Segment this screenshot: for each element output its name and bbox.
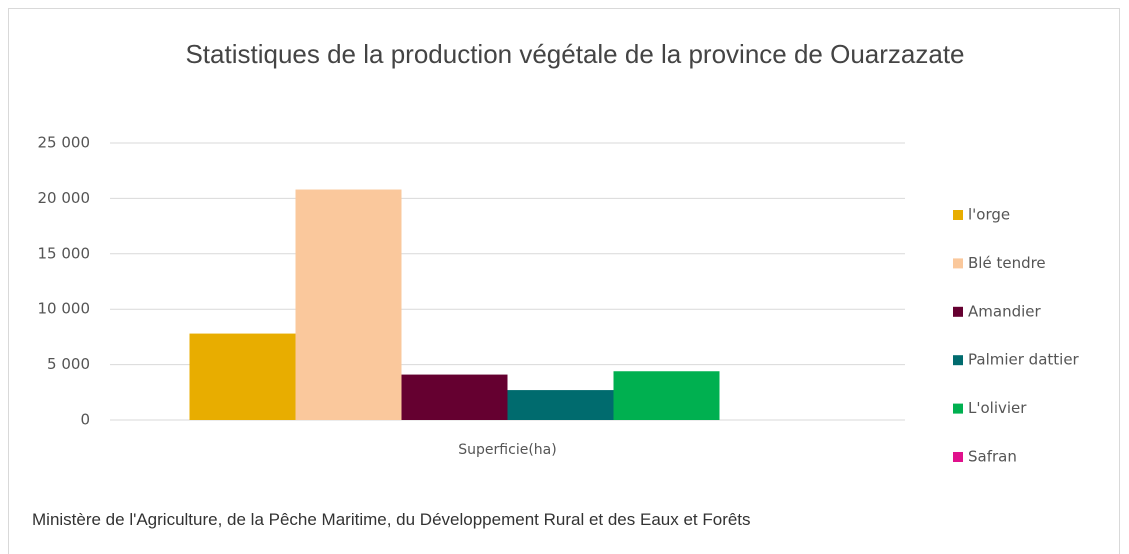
legend-label: Amandier [968,302,1041,320]
legend-swatch [953,355,963,366]
chart-title: Statistiques de la production végétale d… [185,39,965,69]
legend-label: L'olivier [968,399,1027,417]
legend-swatch [953,258,963,269]
legend-label: Palmier dattier [968,351,1080,369]
bar [189,333,296,420]
bar [295,189,402,420]
source-note: Ministère de l'Agriculture, de la Pêche … [32,510,751,529]
y-tick-label: 10 000 [38,300,91,318]
chart-frame [8,8,1120,554]
y-tick-label: 25 000 [38,134,91,152]
y-tick-label: 15 000 [38,244,91,262]
bar [401,374,508,420]
y-tick-label: 5 000 [47,355,90,373]
legend-label: l'orge [968,206,1010,224]
legend-label: Safran [968,448,1017,466]
x-tick-label: Superficie(ha) [458,442,556,458]
bar [613,371,720,420]
legend-label: Blé tendre [968,254,1046,272]
bar [507,390,614,420]
legend-swatch [953,210,963,220]
y-tick-label: 0 [80,411,90,429]
legend-swatch [953,403,963,414]
y-tick-label: 20 000 [38,189,91,207]
legend-swatch [953,306,963,317]
legend-swatch [953,452,963,462]
